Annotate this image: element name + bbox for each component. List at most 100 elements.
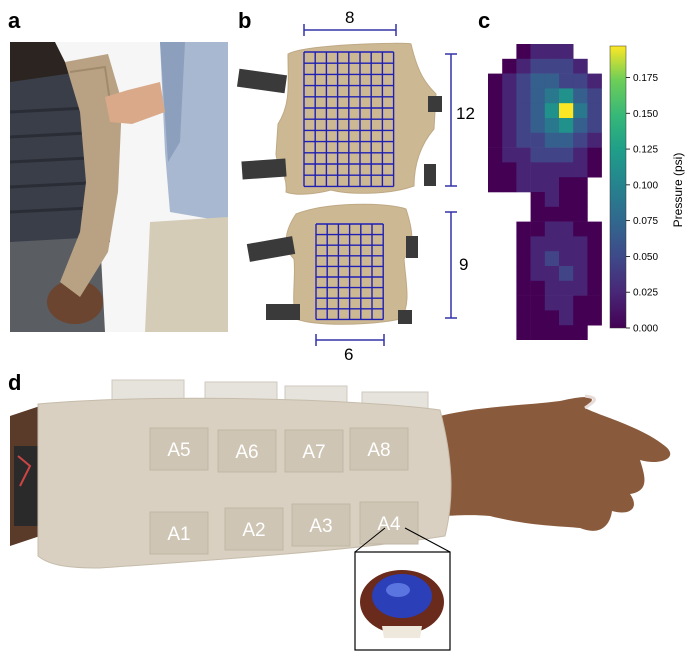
heatmap-cell xyxy=(559,88,574,104)
heatmap-cell xyxy=(573,132,588,148)
colorbar-title: Pressure (psi) xyxy=(671,153,685,228)
heatmap-cell xyxy=(544,132,560,148)
heatmap-cell xyxy=(516,266,531,282)
top-sensor-grid xyxy=(303,51,395,188)
heatmap-cell xyxy=(573,266,588,282)
heatmap-cell xyxy=(573,310,588,326)
heatmap-cell xyxy=(559,325,574,340)
heatmap-cell xyxy=(559,295,574,311)
heatmap-cell xyxy=(544,147,560,163)
sensor-label-a8: A8 xyxy=(367,440,390,461)
panel-d-photo: A5 A6 A7 A8 A1 A2 A3 A4 xyxy=(0,376,696,656)
heatmap-cell xyxy=(544,295,560,311)
heatmap-cell xyxy=(488,88,503,104)
heatmap-cell xyxy=(488,162,503,178)
heatmap-cell xyxy=(488,147,503,163)
heatmap-cell xyxy=(516,118,531,134)
bottom-sensor-grid xyxy=(315,223,384,321)
heatmap-cell xyxy=(544,192,560,208)
colorbar-tick-label: 0.075 xyxy=(633,216,658,227)
heatmap-cell xyxy=(530,44,546,60)
heatmap-cell xyxy=(544,58,560,74)
panel-c-heatmap: 0.175 0.150 0.125 0.100 0.075 0.050 0.025 0.000… xyxy=(480,20,696,340)
heatmap-cell xyxy=(530,88,546,104)
colorbar-tick-label: 0.050 xyxy=(633,252,658,263)
panel-d-label: d xyxy=(8,370,22,395)
heatmap-cell xyxy=(559,162,574,178)
heatmap-cell xyxy=(516,221,531,237)
heatmap-cell xyxy=(544,118,560,134)
heatmap-cell xyxy=(559,44,574,60)
heatmap-cell xyxy=(544,236,560,252)
heatmap-cell xyxy=(573,325,588,340)
heatmap-cell xyxy=(502,88,517,104)
heatmap-cell xyxy=(516,103,531,119)
heatmap-cell xyxy=(573,162,588,178)
heatmap-cell xyxy=(573,73,588,89)
sensor-label-a5: A5 xyxy=(167,440,190,461)
heatmap-cell xyxy=(516,147,531,163)
heatmap-cell xyxy=(544,177,560,193)
sensor-label-a7: A7 xyxy=(302,442,325,463)
heatmap-cell xyxy=(544,310,560,326)
heatmap-cell xyxy=(530,162,546,178)
colorbar-tick-label: 0.150 xyxy=(633,109,658,120)
heatmap-cell xyxy=(544,162,560,178)
heatmap-cell xyxy=(516,73,531,89)
heatmap-cell xyxy=(559,236,574,252)
sensor-label-a1: A1 xyxy=(167,524,190,545)
heatmap-cell xyxy=(587,147,602,163)
heatmap-cell xyxy=(544,103,560,119)
heatmap-cell xyxy=(516,310,531,326)
heatmap-cell xyxy=(488,103,503,119)
sensor-pad xyxy=(291,503,351,547)
panel-b-label: b xyxy=(238,8,252,33)
heatmap-cell xyxy=(530,118,546,134)
sensor-pad xyxy=(349,427,409,471)
heatmap-cell xyxy=(587,266,602,282)
colorbar xyxy=(609,45,627,329)
heatmap-cell xyxy=(516,132,531,148)
heatmap-cell xyxy=(502,73,517,89)
heatmap-cell xyxy=(587,251,602,267)
heatmap-cell xyxy=(530,325,546,340)
heatmap-cell xyxy=(573,58,588,74)
heatmap-cell xyxy=(587,295,602,311)
heatmap-cell xyxy=(530,58,546,74)
sensor-pad xyxy=(149,427,209,471)
heatmap-cell xyxy=(559,73,574,89)
heatmap-cell xyxy=(502,147,517,163)
heatmap-cell xyxy=(559,147,574,163)
heatmap-cell xyxy=(573,103,588,119)
heatmap-cell xyxy=(516,162,531,178)
heatmap-cell xyxy=(559,192,574,208)
heatmap-cell xyxy=(544,325,560,340)
heatmap-cell xyxy=(530,266,546,282)
heatmap-cell xyxy=(573,88,588,104)
heatmap-cell xyxy=(516,236,531,252)
heatmap-cell xyxy=(559,58,574,74)
heatmap-cell xyxy=(587,73,602,89)
heatmap-cell xyxy=(544,251,560,267)
heatmap-cell xyxy=(587,103,602,119)
heatmap-cell xyxy=(530,280,546,296)
heatmap-cell xyxy=(488,118,503,134)
heatmap-cell xyxy=(530,221,546,237)
heatmap-cell xyxy=(573,221,588,237)
heatmap-cell xyxy=(573,118,588,134)
heatmap-cell xyxy=(573,280,588,296)
heatmap-cell xyxy=(544,44,560,60)
heatmap-cell xyxy=(559,132,574,148)
heatmap-cell xyxy=(544,73,560,89)
heatmap-cell xyxy=(544,221,560,237)
sensor-pad xyxy=(217,429,277,473)
heatmap-cell xyxy=(559,280,574,296)
heatmap-cell xyxy=(559,251,574,267)
heatmap-cell xyxy=(530,236,546,252)
colorbar-tick-label: 0.000 xyxy=(633,324,658,335)
heatmap-cell xyxy=(587,162,602,178)
heatmap-cell xyxy=(516,88,531,104)
heatmap-cell xyxy=(516,251,531,267)
heatmap-cell xyxy=(530,147,546,163)
